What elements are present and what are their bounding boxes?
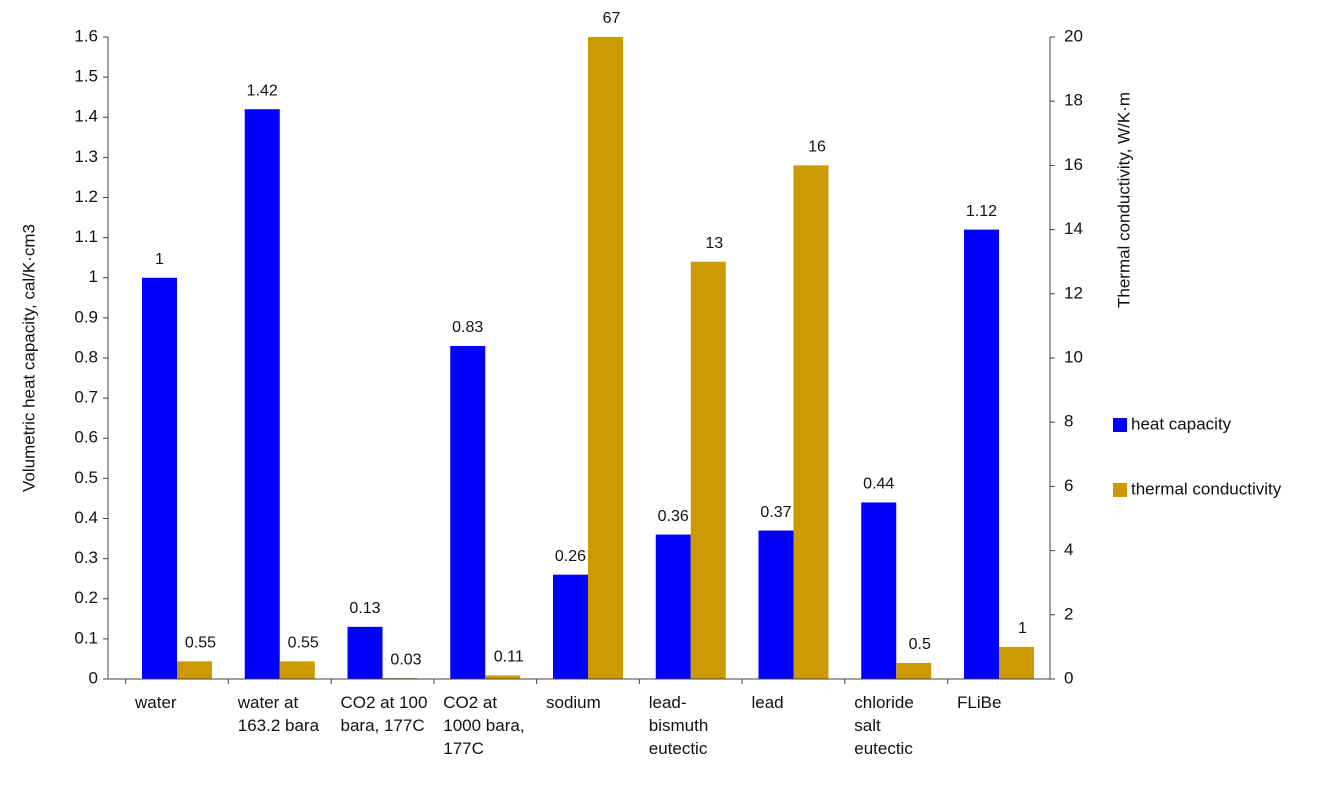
data-label: 0.37 xyxy=(760,504,791,521)
y-tick-label: 1 xyxy=(89,267,98,286)
bar xyxy=(450,345,486,679)
data-label: 1 xyxy=(1018,620,1027,637)
bar xyxy=(279,661,315,679)
bar xyxy=(347,626,383,679)
y-tick-label: 0.6 xyxy=(74,428,98,447)
y2-tick-label: 18 xyxy=(1064,91,1083,110)
bar xyxy=(588,37,623,679)
bars xyxy=(142,37,1034,679)
bar xyxy=(964,229,999,679)
data-label: 0.5 xyxy=(909,636,931,653)
y-tick-label: 0.5 xyxy=(74,468,98,487)
data-label: 0.44 xyxy=(863,476,894,493)
y2-tick-label: 0 xyxy=(1064,668,1073,687)
data-label: 1.12 xyxy=(966,203,997,220)
y2-tick-label: 20 xyxy=(1064,26,1083,45)
y-tick-label: 0.3 xyxy=(74,548,98,567)
bar xyxy=(142,277,177,679)
data-label: 13 xyxy=(705,235,723,252)
bar xyxy=(861,502,897,679)
x-tick-label: water xyxy=(135,693,177,712)
legend-label: heat capacity xyxy=(1131,414,1232,433)
y2-tick-label: 12 xyxy=(1064,283,1083,302)
data-label: 0.55 xyxy=(185,635,216,652)
bar xyxy=(793,165,829,679)
bar xyxy=(485,675,521,679)
y2-tick-label: 4 xyxy=(1064,540,1073,559)
y-tick-label: 0.1 xyxy=(74,628,98,647)
y-axis-title: Volumetric heat capacity, cal/K·cm3 xyxy=(19,224,38,492)
y2-tick-label: 8 xyxy=(1064,412,1073,431)
y-tick-label: 0.8 xyxy=(74,347,98,366)
legend-label: thermal conductivity xyxy=(1131,479,1282,498)
bar xyxy=(896,662,932,679)
data-label: 16 xyxy=(808,139,826,156)
x-tick-label: sodium xyxy=(546,693,601,712)
data-label: 0.55 xyxy=(288,635,319,652)
y2-tick-label: 14 xyxy=(1064,219,1083,238)
x-tick-label: water at 163.2 bara xyxy=(237,693,320,735)
x-tick-label: chloride salt eutectic xyxy=(854,693,914,758)
bar xyxy=(690,261,726,679)
y-tick-label: 0.4 xyxy=(74,508,98,527)
x-tick-label: lead-bismuth eutectic xyxy=(648,693,709,758)
y2-tick-label: 10 xyxy=(1064,347,1083,366)
x-tick-label: lead xyxy=(751,693,784,712)
y-tick-label: 0.9 xyxy=(74,307,98,326)
bar xyxy=(553,574,588,679)
bar xyxy=(177,661,212,679)
data-label: 0.11 xyxy=(494,649,524,666)
bar xyxy=(244,109,280,679)
bar xyxy=(758,530,794,679)
y-tick-label: 1.5 xyxy=(74,67,98,86)
y-tick-label: 1.1 xyxy=(74,227,98,246)
y-tick-label: 1.2 xyxy=(74,187,98,206)
data-label: 0.83 xyxy=(452,319,483,336)
bar xyxy=(655,534,691,679)
legend-swatch xyxy=(1113,483,1127,497)
x-tick-label: CO2 at 100 bara, 177C xyxy=(340,693,428,735)
bar xyxy=(999,646,1034,679)
data-label: 0.13 xyxy=(349,600,380,617)
legend-swatch xyxy=(1113,418,1127,432)
y-tick-label: 1.3 xyxy=(74,147,98,166)
x-tick-label: CO2 at 1000 bara, 177C xyxy=(443,693,525,758)
y-tick-label: 1.4 xyxy=(74,107,98,126)
y-tick-label: 0.7 xyxy=(74,388,98,407)
y-tick-label: 0.2 xyxy=(74,588,98,607)
y-tick-label: 0 xyxy=(89,668,98,687)
y2-tick-label: 2 xyxy=(1064,604,1073,623)
y-tick-label: 1.6 xyxy=(74,26,98,45)
data-label: 0.03 xyxy=(390,651,421,668)
data-label: 1 xyxy=(155,251,164,268)
data-label: 0.36 xyxy=(658,508,689,525)
y2-axis-title: Thermal conductivity, W/K·m xyxy=(1114,92,1133,308)
data-label: 67 xyxy=(603,10,621,27)
x-tick-label: FLiBe xyxy=(957,693,1002,712)
data-label: 0.26 xyxy=(555,548,586,565)
y2-tick-label: 16 xyxy=(1064,155,1083,174)
data-label: 1.42 xyxy=(247,82,278,99)
y2-tick-label: 6 xyxy=(1064,476,1073,495)
